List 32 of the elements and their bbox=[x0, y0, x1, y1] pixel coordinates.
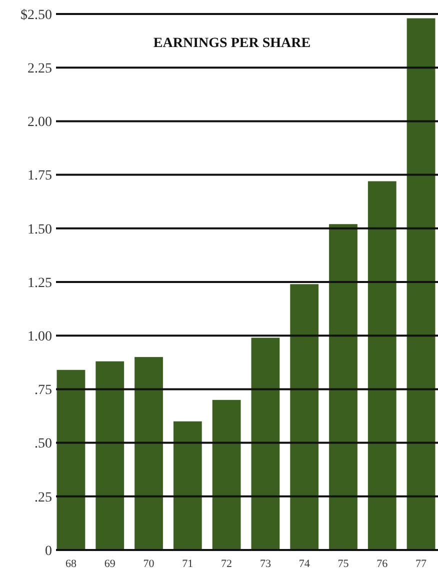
bar bbox=[251, 338, 280, 550]
bar bbox=[290, 284, 319, 550]
x-tick-label: 77 bbox=[416, 558, 428, 570]
y-tick-label: 0 bbox=[45, 544, 52, 559]
bar bbox=[56, 370, 86, 550]
bar bbox=[134, 357, 163, 550]
y-tick-label: $2.50 bbox=[20, 8, 52, 23]
y-tick-label: 2.25 bbox=[28, 62, 52, 76]
y-tick-label: .50 bbox=[34, 436, 52, 452]
bar bbox=[368, 181, 396, 550]
y-tick-label: .75 bbox=[34, 383, 52, 398]
x-tick-label: 75 bbox=[338, 558, 350, 570]
x-tick-label: 68 bbox=[65, 558, 77, 570]
bar bbox=[212, 400, 241, 550]
x-tick-label: 74 bbox=[298, 558, 310, 570]
y-tick-label: 1.75 bbox=[28, 168, 52, 184]
x-tick-label: 73 bbox=[260, 558, 272, 570]
x-tick-label: 69 bbox=[104, 558, 116, 570]
bar bbox=[329, 224, 358, 550]
text: EARNINGS PER SHARE bbox=[153, 36, 311, 51]
x-tick-label: 71 bbox=[182, 558, 194, 570]
x-tick-label: 70 bbox=[143, 558, 155, 570]
y-tick-label: 1.50 bbox=[28, 222, 52, 238]
y-tick-label: 1.25 bbox=[28, 276, 52, 291]
bar bbox=[173, 421, 202, 550]
bar bbox=[96, 361, 124, 550]
x-tick-label: 76 bbox=[376, 558, 388, 570]
y-tick-label: 1.00 bbox=[28, 330, 52, 344]
x-tick-label: 72 bbox=[221, 558, 232, 570]
bar bbox=[406, 18, 436, 550]
y-tick-label: 2.00 bbox=[28, 115, 52, 130]
y-tick-label: .25 bbox=[34, 490, 52, 506]
